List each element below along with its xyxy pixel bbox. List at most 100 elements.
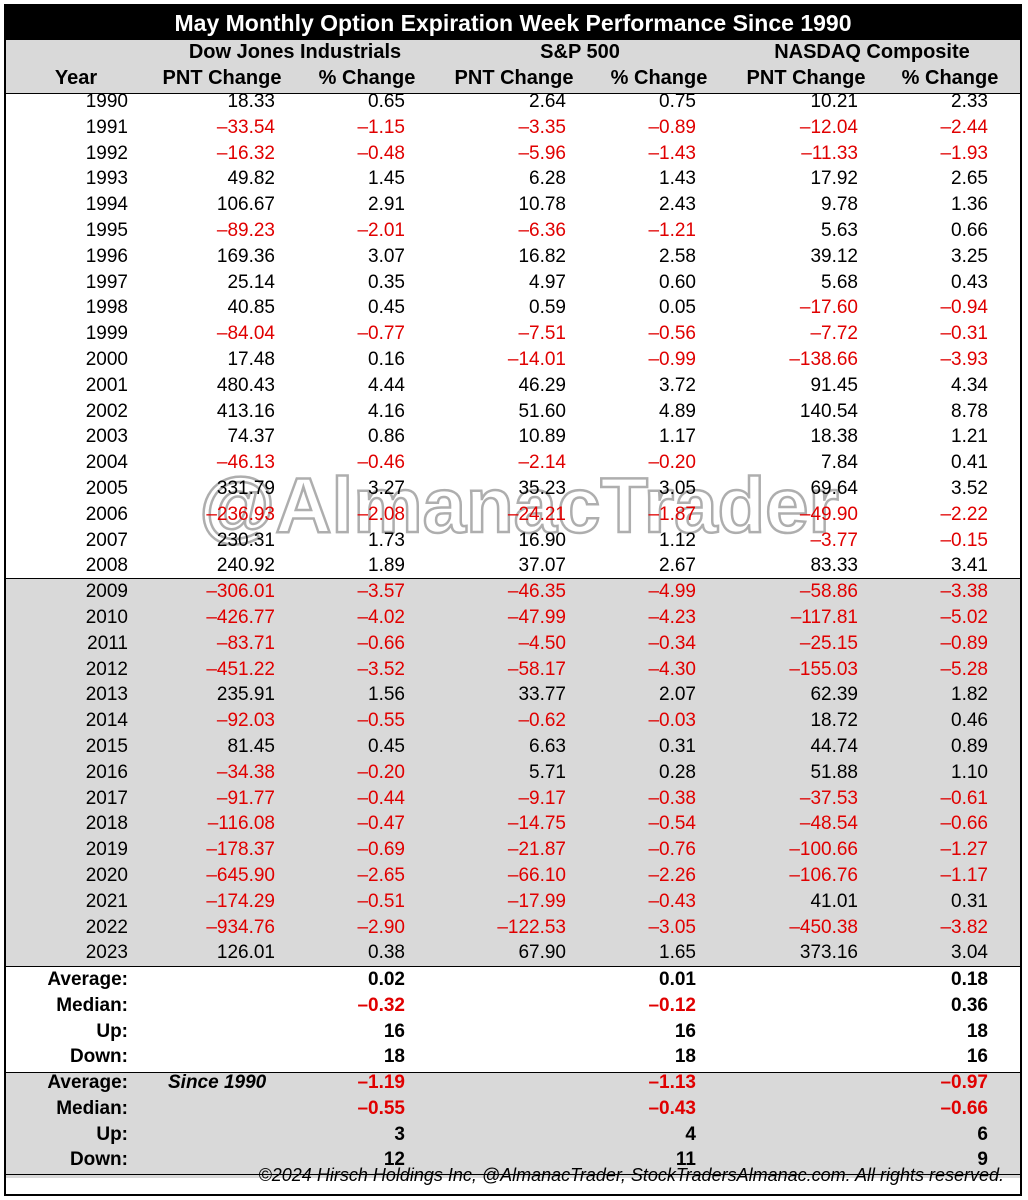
value-cell: –4.99 xyxy=(648,581,696,602)
summary-value: –0.55 xyxy=(357,1098,405,1119)
value-cell: –3.93 xyxy=(940,349,988,370)
value-cell: 1.36 xyxy=(951,194,988,215)
value-cell: 169.36 xyxy=(216,246,275,267)
summary-value: 0.18 xyxy=(951,969,988,990)
value-cell: –1.87 xyxy=(648,504,696,525)
value-cell: 0.75 xyxy=(659,91,696,112)
header-pct-change: % Change xyxy=(318,67,416,89)
value-cell: –0.66 xyxy=(357,633,405,654)
value-cell: 1.56 xyxy=(368,684,405,705)
value-cell: 33.77 xyxy=(518,684,566,705)
value-cell: –934.76 xyxy=(206,917,275,938)
year-cell: 1993 xyxy=(85,168,128,189)
year-cell: 2006 xyxy=(85,504,128,525)
value-cell: 0.89 xyxy=(951,736,988,757)
divider-footer xyxy=(6,1174,1020,1175)
value-cell: –4.50 xyxy=(518,633,566,654)
value-cell: 17.92 xyxy=(810,168,858,189)
header-pnt-change: PNT Change xyxy=(162,67,282,89)
summary-label: Average: xyxy=(47,1072,128,1093)
value-cell: –25.15 xyxy=(799,633,858,654)
value-cell: –0.48 xyxy=(357,143,405,164)
value-cell: 2.58 xyxy=(659,246,696,267)
value-cell: 2.64 xyxy=(529,91,566,112)
value-cell: 74.37 xyxy=(227,426,275,447)
value-cell: 5.63 xyxy=(821,220,858,241)
summary-label: Average: xyxy=(47,969,128,990)
value-cell: –83.71 xyxy=(216,633,275,654)
value-cell: 0.05 xyxy=(659,297,696,318)
summary-label: Median: xyxy=(56,1098,128,1119)
value-cell: –1.43 xyxy=(648,143,696,164)
value-cell: –0.51 xyxy=(357,891,405,912)
value-cell: –0.03 xyxy=(648,710,696,731)
value-cell: 7.84 xyxy=(821,452,858,473)
value-cell: 0.41 xyxy=(951,452,988,473)
value-cell: –4.30 xyxy=(648,659,696,680)
value-cell: –0.89 xyxy=(648,117,696,138)
value-cell: 18.72 xyxy=(810,710,858,731)
summary-label: Down: xyxy=(69,1046,128,1067)
value-cell: –2.90 xyxy=(357,917,405,938)
value-cell: –0.43 xyxy=(648,891,696,912)
value-cell: 4.16 xyxy=(368,401,405,422)
value-cell: 413.16 xyxy=(216,401,275,422)
value-cell: 9.78 xyxy=(821,194,858,215)
summary-value: 0.01 xyxy=(659,969,696,990)
header-group-1: S&P 500 xyxy=(540,41,620,63)
value-cell: –92.03 xyxy=(216,710,275,731)
value-cell: –3.57 xyxy=(357,581,405,602)
value-cell: –0.69 xyxy=(357,839,405,860)
summary-value: 16 xyxy=(966,1046,988,1067)
value-cell: –0.20 xyxy=(648,452,696,473)
value-cell: –426.77 xyxy=(206,607,275,628)
value-cell: 140.54 xyxy=(799,401,858,422)
value-cell: 37.07 xyxy=(518,555,566,576)
value-cell: 49.82 xyxy=(227,168,275,189)
summary-label: Up: xyxy=(96,1124,128,1145)
value-cell: 91.45 xyxy=(810,375,858,396)
value-cell: 0.45 xyxy=(368,297,405,318)
value-cell: –5.28 xyxy=(940,659,988,680)
year-cell: 2008 xyxy=(85,555,128,576)
value-cell: –236.93 xyxy=(206,504,275,525)
value-cell: –0.76 xyxy=(648,839,696,860)
value-cell: –33.54 xyxy=(216,117,275,138)
summary-value: –0.32 xyxy=(357,995,405,1016)
summary-value: –0.66 xyxy=(940,1098,988,1119)
value-cell: 480.43 xyxy=(216,375,275,396)
value-cell: 0.31 xyxy=(659,736,696,757)
value-cell: –451.22 xyxy=(206,659,275,680)
summary-value: 4 xyxy=(685,1124,696,1145)
value-cell: 10.89 xyxy=(518,426,566,447)
year-cell: 2015 xyxy=(85,736,128,757)
year-cell: 2022 xyxy=(85,917,128,938)
value-cell: 67.90 xyxy=(518,942,566,963)
value-cell: 5.71 xyxy=(529,762,566,783)
summary-value: 6 xyxy=(977,1124,988,1145)
year-cell: 2021 xyxy=(85,891,128,912)
value-cell: 0.43 xyxy=(951,272,988,293)
value-cell: 2.33 xyxy=(951,91,988,112)
header-group-2: NASDAQ Composite xyxy=(774,41,970,63)
value-cell: 18.38 xyxy=(810,426,858,447)
value-cell: –4.02 xyxy=(357,607,405,628)
value-cell: –84.04 xyxy=(216,323,275,344)
value-cell: 39.12 xyxy=(810,246,858,267)
value-cell: 240.92 xyxy=(216,555,275,576)
value-cell: –450.38 xyxy=(789,917,858,938)
value-cell: 1.82 xyxy=(951,684,988,705)
value-cell: –7.72 xyxy=(810,323,858,344)
value-cell: 331.79 xyxy=(216,478,275,499)
value-cell: –0.77 xyxy=(357,323,405,344)
year-cell: 2009 xyxy=(85,581,128,602)
value-cell: 62.39 xyxy=(810,684,858,705)
value-cell: 1.43 xyxy=(659,168,696,189)
year-cell: 1998 xyxy=(85,297,128,318)
value-cell: 1.45 xyxy=(368,168,405,189)
value-cell: –0.66 xyxy=(940,813,988,834)
header-pct-change: % Change xyxy=(901,67,999,89)
value-cell: 1.73 xyxy=(368,530,405,551)
value-cell: –0.89 xyxy=(940,633,988,654)
value-cell: 2.43 xyxy=(659,194,696,215)
